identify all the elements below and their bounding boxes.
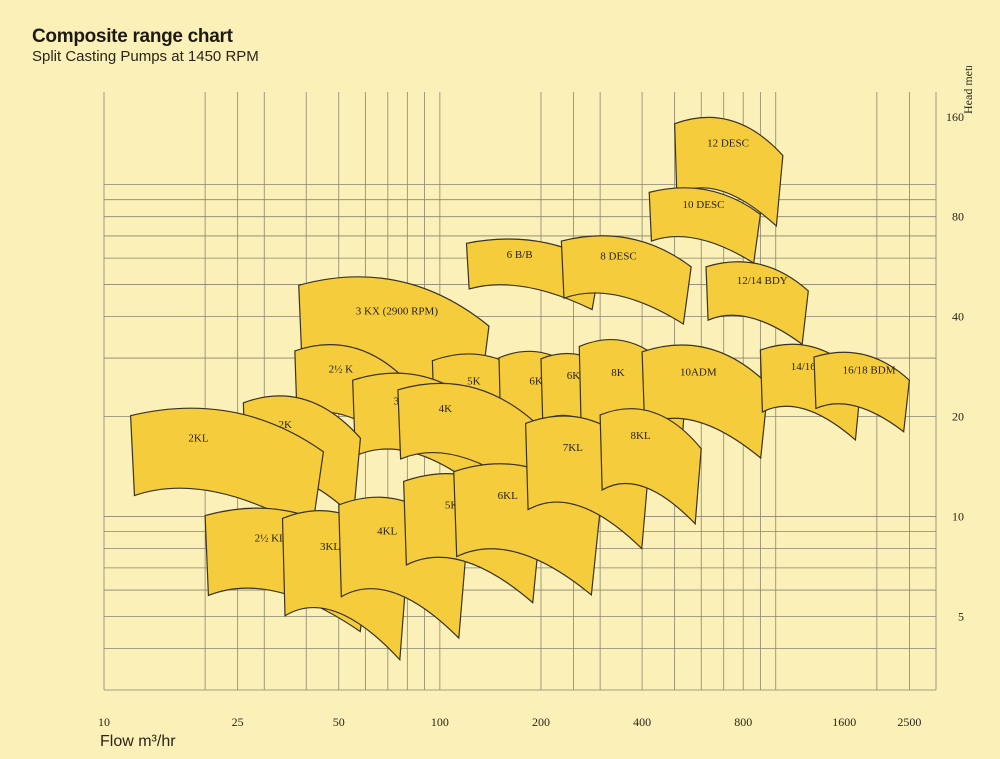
- pump-zones: 12 DESC 10 DESC 6 B/B 8 DESC 12/14 BDY 3 KX (…: [129, 116, 911, 662]
- x-tick-label: 400: [633, 715, 651, 729]
- pump-zone-label: 12/14 BDY: [737, 275, 788, 287]
- x-tick-label: 10: [98, 715, 110, 729]
- pump-zone-label: 16/18 BDM: [843, 365, 896, 377]
- x-tick-label: 200: [532, 715, 550, 729]
- x-axis-label: Flow m³/hr: [100, 733, 176, 750]
- y-axis-label-text: Head metres: [961, 66, 975, 114]
- pump-zone: [641, 344, 769, 460]
- pump-zone: [129, 407, 325, 533]
- x-tick-label: 50: [333, 715, 345, 729]
- chart-subtitle: Split Casting Pumps at 1450 RPM: [32, 48, 259, 65]
- pump-zone-label: 8 DESC: [600, 251, 636, 263]
- pump-zone-label: 2KL: [188, 432, 208, 444]
- pump-zone-label: 2½ KL: [255, 532, 286, 544]
- pump-zone: [674, 116, 784, 228]
- x-tick-label: 1600: [832, 715, 856, 729]
- y-axis-label: Head metres: [961, 66, 975, 114]
- pump-zone: [560, 235, 692, 326]
- y-tick-label: 80: [952, 210, 964, 224]
- pump-zone-label: 6 B/B: [507, 249, 533, 261]
- pump-zone-label: 12 DESC: [707, 137, 749, 149]
- pump-zone-label: 10ADM: [680, 366, 717, 378]
- y-tick-label: 40: [952, 310, 964, 324]
- pump-zone-label: 3KL: [320, 541, 340, 553]
- x-tick-label: 2500: [897, 715, 921, 729]
- chart-title: Composite range chart: [32, 26, 233, 47]
- pump-zone: [599, 408, 702, 526]
- pump-zone-label: 4KL: [377, 526, 397, 538]
- pump-zone-label: 8K: [611, 367, 625, 379]
- pump-zone-label: 4K: [439, 403, 453, 415]
- pump-zone-label: 8KL: [630, 430, 650, 442]
- y-tick-label: 20: [952, 410, 964, 424]
- pump-zone-label: 3 KX (2900 RPM): [356, 305, 439, 317]
- pump-zone-label: 5K: [467, 376, 481, 388]
- y-tick-label: 160: [946, 110, 964, 124]
- pump-zone-label: 6KL: [498, 490, 518, 502]
- pump-zone-label: 7KL: [563, 442, 583, 454]
- x-tick-label: 100: [431, 715, 449, 729]
- x-tick-label: 800: [734, 715, 752, 729]
- y-tick-labels: 5 10 20 40 80 160: [946, 110, 964, 624]
- y-tick-label: 10: [952, 509, 964, 523]
- pump-zone: [813, 351, 911, 433]
- y-tick-label: 5: [958, 609, 964, 623]
- x-tick-label: 25: [232, 715, 244, 729]
- x-tick-labels: 10 25 50 100 200 400 800 1600 2500: [98, 715, 921, 729]
- pump-zone: [648, 187, 762, 265]
- pump-zone-label: 2½ K: [329, 364, 354, 376]
- pump-zone-label: 10 DESC: [683, 199, 725, 211]
